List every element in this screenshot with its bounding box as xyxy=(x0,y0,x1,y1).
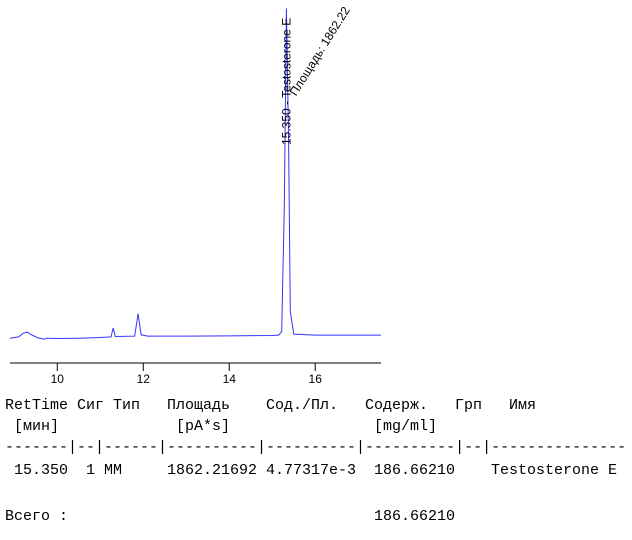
separator: -------|--|------|----------|----------|… xyxy=(5,439,626,456)
data-cell: MM xyxy=(104,462,122,479)
x-tick-label: 14 xyxy=(223,372,237,386)
x-tick-label: 12 xyxy=(137,372,151,386)
data-cell: 1 xyxy=(86,462,95,479)
data-cell: 186.66210 xyxy=(374,462,455,479)
header-cell: RetTime xyxy=(5,397,68,414)
data-cell: 4.77317e-3 xyxy=(266,462,356,479)
header-cell: Сод./Пл. xyxy=(266,397,338,414)
header-cell: Имя xyxy=(509,397,536,414)
total-cell: 186.66210 xyxy=(374,508,455,525)
header-cell: Грп xyxy=(455,397,482,414)
total-cell: Всего : xyxy=(5,508,68,525)
trace xyxy=(9,8,381,340)
data-cell: 15.350 xyxy=(14,462,68,479)
area-label: Площадь: 1862.22 xyxy=(287,4,353,98)
data-cell: Testosterone E xyxy=(491,462,617,479)
data-cell: 1862.21692 xyxy=(167,462,257,479)
unit-cell: [мин] xyxy=(14,418,59,435)
x-tick-label: 16 xyxy=(309,372,323,386)
x-tick-label: 10 xyxy=(51,372,65,386)
unit-cell: [pA*s] xyxy=(176,418,230,435)
header-cell: Тип xyxy=(113,397,140,414)
header-cell: Содерж. xyxy=(365,397,428,414)
peak-label: 15.350 - Testosterone E xyxy=(279,18,293,145)
unit-cell: [mg/ml] xyxy=(374,418,437,435)
header-cell: Площадь xyxy=(167,397,230,414)
header-cell: Сиг xyxy=(77,397,104,414)
